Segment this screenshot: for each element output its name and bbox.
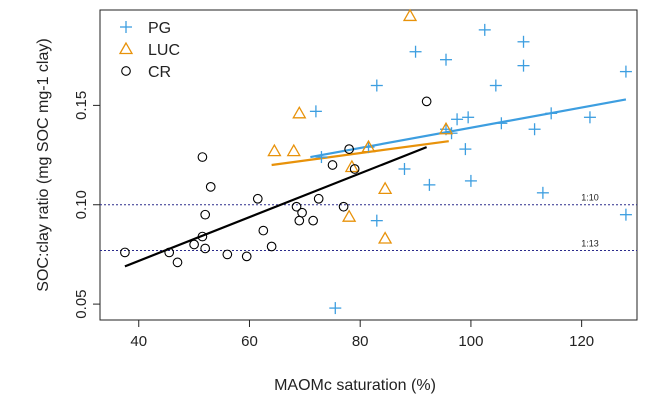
data-point-cr bbox=[222, 249, 233, 260]
data-point-pg bbox=[370, 214, 383, 227]
x-axis: 40 60 80 100 120 bbox=[130, 320, 594, 350]
series-luc bbox=[267, 8, 454, 244]
data-point-pg bbox=[536, 186, 549, 199]
data-point-cr bbox=[297, 207, 307, 218]
data-point-pg bbox=[451, 113, 464, 126]
data-point-cr bbox=[252, 193, 263, 204]
data-point-cr bbox=[120, 247, 130, 258]
data-point-cr bbox=[349, 164, 360, 174]
legend-marker-pg bbox=[120, 21, 132, 33]
data-point-luc bbox=[292, 106, 307, 119]
data-point-cr bbox=[338, 201, 349, 212]
data-point-pg bbox=[464, 174, 477, 187]
data-point-luc bbox=[377, 181, 393, 194]
data-point-cr bbox=[291, 201, 302, 212]
data-point-cr bbox=[197, 231, 208, 242]
data-point-cr bbox=[200, 209, 211, 220]
data-point-pg bbox=[478, 23, 491, 36]
fit-line-pg bbox=[310, 98, 627, 159]
data-point-luc bbox=[438, 121, 454, 135]
data-point-cr bbox=[241, 251, 252, 262]
legend-label-cr: CR bbox=[148, 64, 171, 81]
data-point-luc bbox=[402, 8, 418, 22]
data-point-pg bbox=[619, 65, 632, 78]
legend-marker-luc bbox=[118, 41, 134, 55]
data-point-cr bbox=[344, 144, 354, 154]
data-point-cr bbox=[200, 243, 211, 254]
data-point-cr bbox=[266, 241, 277, 252]
data-point-pg bbox=[440, 53, 453, 66]
data-point-cr bbox=[205, 182, 216, 192]
data-point-pg bbox=[545, 107, 558, 120]
data-point-pg bbox=[583, 111, 596, 124]
data-point-pg bbox=[329, 302, 342, 315]
reference-line-label: 1:10 bbox=[581, 193, 599, 203]
y-axis-title: SOC:clay ratio (mg SOC mg-1 clay) bbox=[35, 38, 52, 291]
data-point-pg bbox=[398, 162, 411, 175]
fit-lines bbox=[124, 98, 627, 268]
x-axis-title: MAOMc saturation (%) bbox=[274, 377, 436, 394]
fit-line-luc bbox=[271, 140, 449, 167]
data-point-cr bbox=[197, 152, 208, 162]
y-tick-label: 0.05 bbox=[73, 290, 90, 319]
data-point-pg bbox=[370, 79, 383, 92]
legend-marker-cr bbox=[121, 66, 131, 76]
data-point-luc bbox=[361, 139, 376, 153]
data-point-cr bbox=[294, 215, 305, 226]
data-point-cr bbox=[172, 257, 183, 268]
data-point-pg bbox=[495, 117, 508, 130]
series-cr bbox=[120, 96, 432, 268]
reference-lines: 1:10 1:13 bbox=[100, 193, 637, 251]
y-axis: 0.05 0.10 0.15 bbox=[73, 91, 100, 319]
data-point-pg bbox=[528, 123, 541, 136]
legend: PG LUC CR bbox=[118, 20, 180, 81]
data-point-cr bbox=[421, 96, 432, 107]
data-point-luc bbox=[342, 209, 357, 222]
data-point-cr bbox=[164, 247, 175, 258]
data-points bbox=[120, 8, 632, 315]
y-tick-label: 0.15 bbox=[73, 91, 90, 120]
data-point-luc bbox=[267, 143, 282, 157]
series-pg bbox=[309, 23, 632, 315]
data-point-pg bbox=[315, 151, 328, 164]
legend-label-luc: LUC bbox=[148, 42, 180, 59]
data-point-luc bbox=[377, 231, 393, 244]
fit-line-cr bbox=[124, 146, 428, 268]
x-tick-label: 40 bbox=[130, 333, 147, 350]
x-tick-label: 60 bbox=[241, 333, 258, 350]
data-point-pg bbox=[459, 143, 472, 156]
data-point-cr bbox=[308, 215, 318, 226]
x-tick-label: 120 bbox=[569, 333, 594, 350]
data-point-luc bbox=[344, 159, 360, 173]
data-point-pg bbox=[462, 111, 475, 124]
x-tick-label: 80 bbox=[352, 333, 369, 350]
data-point-pg bbox=[619, 208, 632, 221]
data-point-pg bbox=[423, 178, 436, 191]
data-point-pg bbox=[409, 45, 422, 58]
data-point-luc bbox=[286, 143, 301, 157]
plot-frame bbox=[99, 9, 638, 321]
data-point-pg bbox=[489, 79, 502, 92]
reference-line-label: 1:13 bbox=[581, 238, 599, 248]
data-point-cr bbox=[313, 193, 324, 204]
legend-label-pg: PG bbox=[148, 20, 171, 37]
y-tick-label: 0.10 bbox=[73, 190, 90, 219]
data-point-pg bbox=[309, 105, 322, 118]
x-tick-label: 100 bbox=[458, 333, 483, 350]
data-point-pg bbox=[517, 59, 530, 72]
data-point-cr bbox=[258, 225, 269, 236]
data-point-cr bbox=[327, 160, 338, 170]
data-point-cr bbox=[189, 239, 199, 250]
data-point-pg bbox=[517, 35, 530, 48]
